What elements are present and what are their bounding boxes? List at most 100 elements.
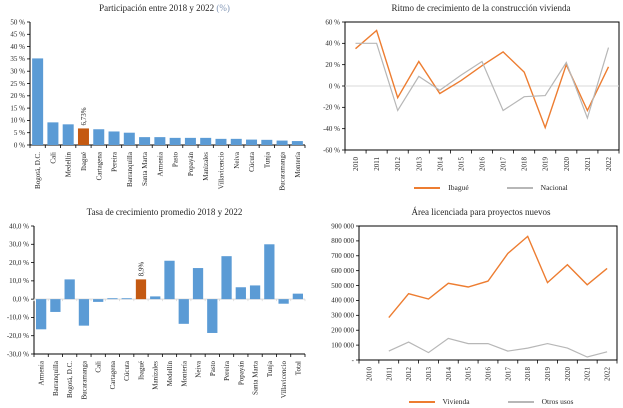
x-tick-label: Ibagué (137, 361, 145, 380)
bar-Barranquilla (50, 299, 61, 312)
x-tick-label: 2018 (521, 157, 529, 172)
y-tick-label: 10 % (10, 117, 25, 125)
y-tick-label: 0 % (329, 82, 340, 90)
x-axis-ticks (358, 360, 618, 364)
ritmo-canvas: 60 %40 %20 %0 %-20 %-40 %-60 %2010 2011 20… (323, 18, 620, 172)
x-axis-ticks (33, 299, 306, 302)
x-tick-label: Cali (95, 361, 103, 373)
x-tick-label: Barranquilla (52, 360, 60, 396)
bar-Neiva (230, 138, 242, 145)
y-tick-label: 35 % (10, 55, 25, 63)
x-tick-label: 2016 (485, 367, 493, 382)
x-tick-label: 2017 (504, 367, 512, 382)
bar-Ibagué (77, 128, 89, 145)
line-Ibagué (355, 29, 610, 130)
x-tick-label: Popayán (237, 361, 245, 386)
x-tick-label: Manizales (202, 152, 210, 181)
y-tick-label: 700 000 (331, 252, 354, 260)
chart-title-percent: (%) (216, 3, 230, 13)
x-tick-label: Armenia (38, 360, 46, 385)
x-tick-label: Pereira (223, 360, 231, 381)
bar-Pereira (108, 131, 120, 145)
legend-line-nacional-icon (506, 186, 533, 189)
y-tick-label: - (352, 356, 355, 364)
y-tick-label: 40 % (325, 40, 340, 48)
bar-Medellín (62, 124, 74, 145)
x-tick-label: 2011 (385, 367, 393, 381)
x-tick-label: Pasto (209, 361, 217, 377)
y-tick-label: 500 000 (331, 282, 354, 290)
y-tick-label: 600 000 (331, 267, 354, 275)
bar-Medellín (164, 260, 175, 300)
x-tick-label: 2017 (500, 157, 508, 172)
bar-Santa Marta (249, 285, 261, 300)
legend-label-otros: Otros usos (541, 397, 574, 406)
x-tick-label: 2022 (604, 367, 612, 382)
y-tick-label: 5 % (14, 129, 25, 137)
y-tick-label: 50 % (10, 18, 25, 26)
bar-Pereira (221, 256, 232, 300)
bar-Armenia (154, 137, 166, 145)
y-tick-label: 0 % (14, 141, 25, 149)
y-tick-label: 10,0 % (9, 277, 29, 285)
chart-title: Ritmo de crecimiento de la construcción … (311, 3, 623, 13)
y-tick-label: -20 % (323, 104, 340, 112)
x-tick-label: 2014 (445, 367, 453, 382)
bar-Cali (93, 299, 104, 302)
x-tick-label: Pereira (111, 151, 119, 172)
legend-label-nacional: Nacional (540, 183, 568, 192)
bar-Bucaramanga (276, 140, 288, 145)
y-axis: 50 % 45 % 40 % 35 % 30 % 25 % 20 % 15 % 10 % 5 % 0… (10, 18, 31, 149)
y-axis: 60 % 40 % 20 % 0 % -20 % -40 % -60 % (323, 18, 345, 154)
chart-ritmo-crecimiento: Ritmo de crecimiento de la construcción … (311, 0, 623, 204)
legend-line-otros-icon (507, 400, 534, 403)
legend-area: Vivienda Otros usos (311, 397, 623, 406)
y-tick-label: -40 % (323, 125, 340, 133)
bar-Cartagena (107, 298, 118, 300)
x-axis-ticks (33, 354, 306, 357)
x-tick-label: 2014 (436, 157, 444, 172)
x-tick-label: 2016 (479, 157, 487, 172)
bar-Pasto (169, 137, 181, 145)
x-tick-label: Tunja (263, 151, 271, 168)
x-tick-label: Popayán (187, 152, 195, 177)
y-tick-label: 60 % (325, 18, 340, 26)
x-axis-labels: Bogotá, D.C. Cali Medellín Ibagué Cartagena P… (34, 151, 302, 190)
chart-title: Área licenciada para proyectos nuevos (311, 207, 623, 217)
bars (32, 58, 303, 145)
y-tick-label: 200 000 (331, 327, 354, 335)
chart-participacion: Participación entre 2018 y 2022 (%) 50 %… (0, 0, 311, 204)
x-tick-label: 2019 (542, 157, 550, 172)
y-tick-label: 15 % (10, 104, 25, 112)
chart-area-licenciada: Área licenciada para proyectos nuevos 90… (311, 204, 623, 408)
y-tick-label: -30,0 % (7, 350, 29, 358)
y-tick-label: -60 % (323, 146, 340, 154)
bar-Pasto (207, 299, 218, 333)
y-axis: 900 000 800 000 700 000 600 000 500 000 400 0… (331, 222, 359, 364)
highlight-data-label: 8,9% (137, 262, 145, 277)
x-tick-label: Villavicencio (217, 152, 225, 190)
legend-line-vivienda-icon (408, 400, 435, 403)
x-tick-label: Cúcuta (248, 151, 256, 172)
x-tick-label: Tunja (266, 360, 274, 377)
bar-Villavicencio (278, 299, 289, 304)
chart-title-text: Ritmo de crecimiento de la construcción … (391, 3, 571, 13)
legend-label-vivienda: Vivienda (442, 397, 470, 406)
legend-ritmo: Ibagué Nacional (311, 183, 623, 192)
bars (35, 244, 304, 333)
bar-Santa Marta (139, 137, 151, 145)
x-tick-label: Santa Marta (252, 360, 260, 395)
x-tick-label: 2011 (373, 157, 381, 171)
tasa-canvas: 40,0 % 30,0 % 20,0 % 10,0 % 0,0 % -10,0 % -20,… (7, 222, 306, 399)
x-tick-label: Santa Marta (141, 151, 149, 186)
bar-Barranquilla (123, 132, 135, 145)
x-tick-label: Bogotá, D.C. (34, 152, 42, 189)
bar-Ibagué (135, 279, 147, 300)
bar-Manizales (200, 137, 212, 145)
y-tick-label: 100 000 (331, 341, 354, 349)
x-tick-label: 2013 (425, 367, 433, 382)
x-tick-label: 2012 (405, 367, 413, 382)
x-tick-label: Cali (49, 152, 57, 164)
x-tick-label: Bucaramanga (80, 360, 88, 399)
x-tick-label: Montería (294, 151, 302, 178)
